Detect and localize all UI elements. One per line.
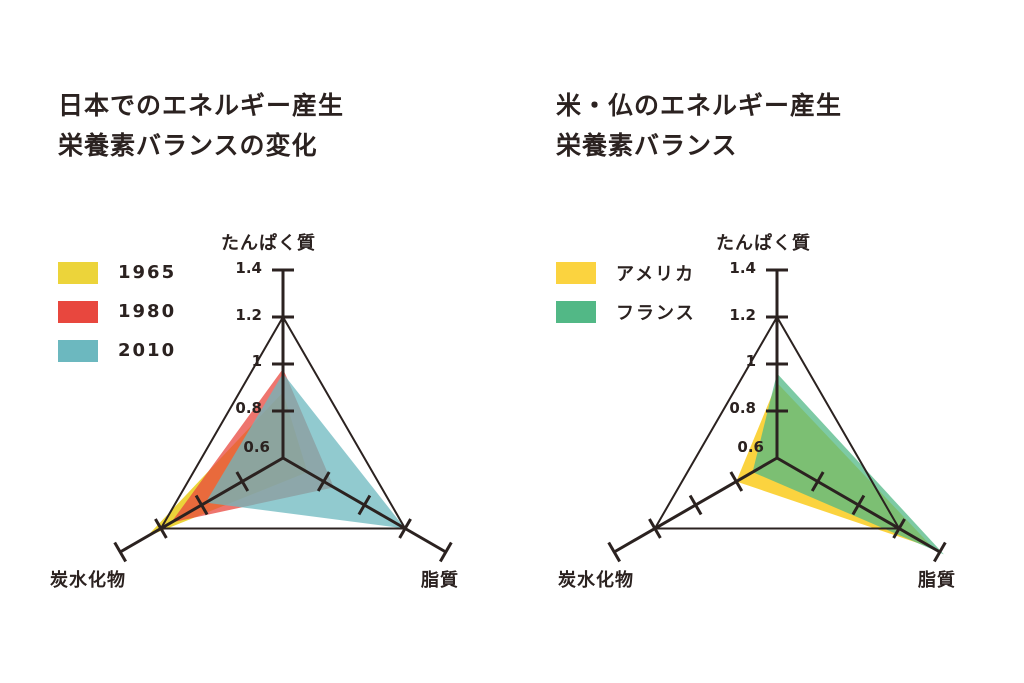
tick-label: 1.4 (729, 259, 756, 277)
axis-tick (194, 494, 209, 516)
legend-swatch (58, 261, 98, 284)
axis-tick (933, 541, 947, 563)
axis-tick (851, 494, 866, 516)
reference-triangle (159, 315, 407, 530)
legend-label: アメリカ (616, 263, 696, 285)
chart-title-japan: 日本でのエネルギー産生 栄養素バランスの変化 (58, 86, 344, 166)
chart-title-us-france: 米・仏のエネルギー産生 栄養素バランス (556, 86, 842, 166)
axis-tick (688, 494, 703, 516)
legend-item-america: アメリカ (556, 253, 696, 292)
title-line-1: 日本でのエネルギー産生 (58, 91, 345, 120)
legend-label: 1980 (118, 301, 177, 322)
title-line-2: 栄養素バランス (556, 131, 738, 160)
axis-tick (113, 541, 127, 563)
series-area-1 (752, 373, 944, 555)
tick-label: 1.4 (235, 259, 262, 277)
reference-triangle (653, 314, 901, 530)
axis-label-protein: たんぱく質 (221, 233, 316, 254)
legend-item-france: フランス (556, 292, 696, 331)
axis-tick (316, 471, 331, 492)
axis-tick (154, 518, 168, 539)
tick-label: 0.8 (729, 399, 756, 417)
axis-tick (729, 471, 744, 492)
radar-chart-us-france (607, 268, 947, 563)
tick-label: 1 (745, 352, 756, 370)
axis-tick (398, 518, 412, 539)
tick-label: 1.2 (729, 306, 756, 324)
legend-swatch (556, 300, 596, 323)
axis-tick (892, 518, 906, 539)
legend-swatch (58, 300, 98, 323)
legend-swatch (556, 261, 596, 284)
legend-label: 1965 (118, 262, 177, 283)
tick-label: 1.2 (235, 306, 262, 324)
legend-japan: 1965 1980 2010 (58, 253, 176, 370)
axis-label-carb: 炭水化物 (558, 570, 634, 591)
axis-tick (810, 471, 825, 492)
axis-label-fat: 脂質 (918, 570, 956, 591)
axis-tick (439, 541, 453, 563)
axis-label-protein: たんぱく質 (716, 233, 811, 254)
axis-tick (235, 471, 250, 492)
tick-label: 1 (251, 352, 262, 370)
axis-tick (357, 494, 372, 516)
tick-label: 0.8 (235, 399, 262, 417)
series-area-2 (205, 373, 406, 529)
title-line-1: 米・仏のエネルギー産生 (556, 91, 843, 120)
legend-us-france: アメリカ フランス (556, 253, 696, 331)
tick-label: 0.6 (737, 438, 764, 456)
legend-label: フランス (616, 302, 696, 324)
legend-item-1980: 1980 (58, 292, 176, 331)
axis-tick (648, 518, 662, 539)
axis-tick (607, 541, 621, 563)
legend-item-2010: 2010 (58, 331, 176, 370)
title-line-2: 栄養素バランスの変化 (58, 131, 318, 160)
axis-label-fat: 脂質 (421, 570, 459, 591)
legend-item-1965: 1965 (58, 253, 176, 292)
radar-chart-japan (113, 268, 453, 563)
tick-label: 0.6 (243, 438, 270, 456)
legend-label: 2010 (118, 340, 177, 361)
legend-swatch (58, 339, 98, 362)
axis-label-carb: 炭水化物 (50, 570, 126, 591)
